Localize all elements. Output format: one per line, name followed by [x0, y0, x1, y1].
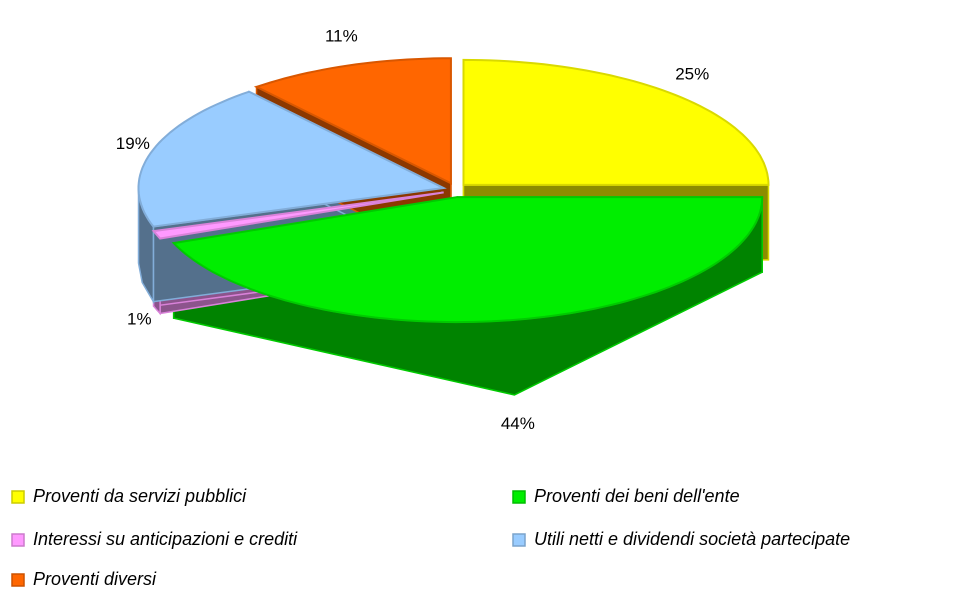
legend: Proventi da servizi pubblici Proventi dei… [11, 486, 850, 589]
legend-swatch [11, 490, 25, 504]
legend-label: Proventi diversi [33, 569, 157, 589]
legend-label: Proventi da servizi pubblici [33, 486, 247, 506]
legend-swatch [11, 573, 25, 587]
slice-labels: 25% 44% 1% 19% 11% [116, 27, 709, 434]
legend-label: Proventi dei beni dell'ente [534, 486, 740, 506]
legend-swatch [512, 490, 526, 504]
legend-swatch [11, 533, 25, 547]
slice [462, 58, 770, 186]
slice-tops [137, 57, 770, 324]
data-label: 44% [501, 414, 535, 433]
legend-label: Utili netti e dividendi società partecip… [534, 529, 850, 549]
legend-label: Interessi su anticipazioni e crediti [33, 529, 298, 549]
slice [151, 191, 444, 240]
legend-swatch [512, 533, 526, 547]
slice [253, 57, 452, 185]
data-label: 11% [325, 27, 358, 46]
data-label: 19% [116, 134, 150, 153]
slice [137, 90, 447, 228]
data-label: 1% [127, 310, 152, 329]
data-label: 25% [675, 65, 709, 84]
slice [171, 196, 764, 324]
